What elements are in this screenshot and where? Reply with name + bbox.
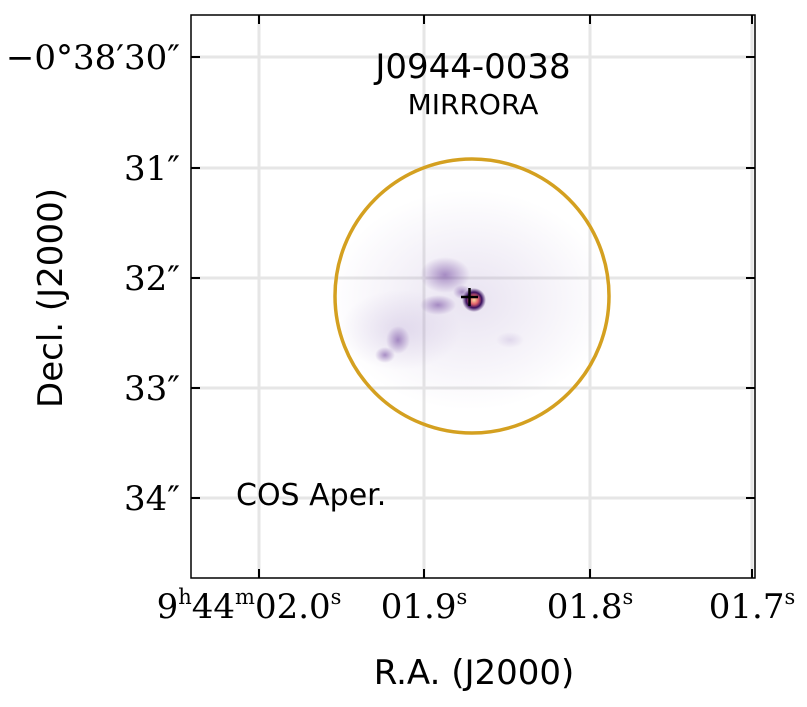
y-axis-label: Decl. (J2000) [31,188,71,408]
emission-knot [420,257,470,293]
emission-knot [496,332,524,348]
y-tick-label: −0°38′30″ [6,38,180,78]
chart-subtitle: MIRRORA [408,88,539,121]
bright-core [462,288,486,312]
cos-aperture-label: COS Aper. [236,478,386,513]
x-tick-label: 01.8s [547,585,633,627]
y-tick-label: 31″ [124,149,180,189]
emission-knot [375,347,395,363]
plot-frame [190,14,756,579]
plus-marker-icon [461,288,478,306]
cos-aperture-circle [333,157,611,435]
y-tick-label: 32″ [124,259,180,299]
chart-title: J0944-0038 [373,47,570,87]
grid [191,15,755,578]
emission-knot [386,326,410,354]
x-tick-label: 01.9s [381,585,467,627]
tick-marks [191,15,755,578]
x-axis-label: R.A. (J2000) [374,653,575,693]
emission-knot [420,295,456,315]
x-tick-label: 01.7s [709,585,795,627]
y-tick-label: 33″ [124,369,180,409]
y-tick-label: 34″ [124,479,180,519]
x-tick-label: 9h44m02.0s [157,585,342,627]
